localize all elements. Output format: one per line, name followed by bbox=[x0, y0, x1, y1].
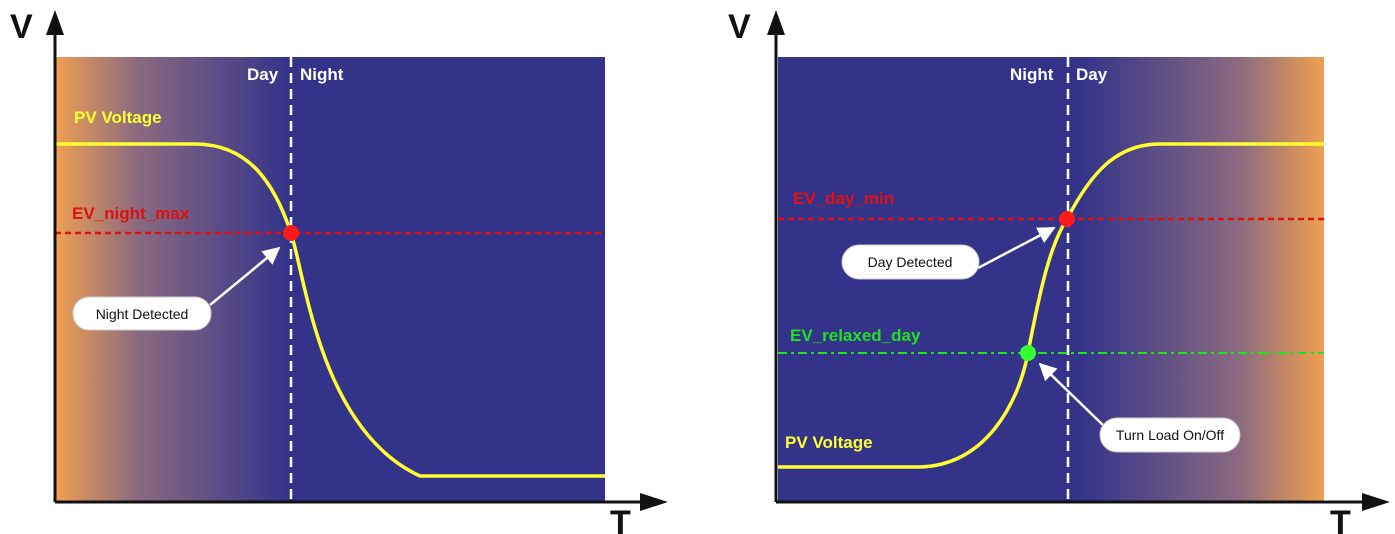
right-callout-day-detected: Day Detected bbox=[841, 244, 980, 280]
right-callout-day-text: Day Detected bbox=[868, 254, 953, 270]
right-x-axis-label: T bbox=[1330, 504, 1351, 534]
right-panel: Night Day EV_day_min EV_relaxed_day PV V… bbox=[728, 8, 1390, 534]
left-threshold-label: EV_night_max bbox=[72, 204, 190, 223]
right-relaxed-day-marker bbox=[1020, 345, 1036, 361]
right-day-label: Day bbox=[1076, 65, 1108, 84]
right-day-min-label: EV_day_min bbox=[793, 189, 894, 208]
left-callout-text: Night Detected bbox=[96, 306, 189, 322]
left-night-label: Night bbox=[300, 65, 344, 84]
left-callout-arrow bbox=[209, 246, 281, 306]
right-relaxed-day-label: EV_relaxed_day bbox=[790, 326, 921, 345]
right-load-callout-arrow bbox=[1038, 362, 1107, 429]
left-x-axis-arrowhead bbox=[640, 493, 668, 511]
right-callout-turn-load: Turn Load On/Off bbox=[1099, 417, 1241, 453]
right-x-axis-arrowhead bbox=[1362, 493, 1390, 511]
right-y-axis-label: V bbox=[728, 8, 751, 46]
right-y-axis-arrowhead bbox=[767, 10, 785, 35]
left-y-axis-label: V bbox=[10, 8, 33, 46]
right-pv-voltage-label: PV Voltage bbox=[785, 433, 873, 452]
left-dawn-gradient bbox=[55, 57, 290, 502]
right-night-label: Night bbox=[1010, 65, 1054, 84]
right-day-callout-arrow bbox=[977, 226, 1056, 270]
left-callout-night-detected: Night Detected bbox=[72, 296, 212, 331]
right-day-detected-marker bbox=[1059, 211, 1075, 227]
left-x-axis-label: T bbox=[610, 504, 631, 534]
left-day-label: Day bbox=[247, 65, 279, 84]
right-pv-voltage-curve bbox=[778, 142, 1324, 469]
left-pv-voltage-label: PV Voltage bbox=[74, 108, 162, 127]
left-panel: Day Night EV_night_max PV Voltage Night … bbox=[10, 8, 668, 534]
left-y-axis-arrowhead bbox=[46, 10, 64, 35]
right-callout-load-text: Turn Load On/Off bbox=[1116, 427, 1224, 443]
left-pv-voltage-curve bbox=[55, 142, 605, 478]
left-night-detected-marker bbox=[283, 225, 299, 241]
